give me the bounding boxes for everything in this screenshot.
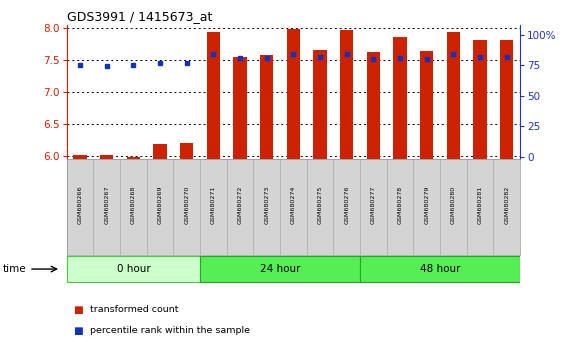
- Text: ■: ■: [73, 305, 83, 315]
- Bar: [420, 51, 433, 159]
- Bar: [474, 40, 487, 159]
- Bar: [153, 144, 167, 159]
- Text: GSM680275: GSM680275: [318, 186, 322, 224]
- Bar: [180, 143, 193, 159]
- Bar: [260, 55, 274, 159]
- Text: GSM680270: GSM680270: [184, 186, 189, 224]
- Bar: [207, 33, 220, 159]
- Text: GSM680282: GSM680282: [504, 186, 509, 224]
- Text: GSM680276: GSM680276: [344, 186, 349, 224]
- Text: GDS3991 / 1415673_at: GDS3991 / 1415673_at: [67, 10, 212, 23]
- Bar: [280, 159, 307, 255]
- Text: time: time: [3, 264, 27, 274]
- Bar: [393, 37, 407, 159]
- Text: transformed count: transformed count: [90, 305, 178, 314]
- Text: GSM680273: GSM680273: [264, 186, 269, 224]
- Text: 0 hour: 0 hour: [117, 264, 150, 274]
- Text: percentile rank within the sample: percentile rank within the sample: [90, 326, 250, 336]
- Text: GSM680266: GSM680266: [78, 186, 83, 224]
- Bar: [493, 159, 520, 255]
- Text: GSM680280: GSM680280: [451, 186, 456, 224]
- Bar: [227, 159, 253, 255]
- Bar: [200, 256, 360, 282]
- Text: 24 hour: 24 hour: [260, 264, 300, 274]
- Bar: [360, 159, 387, 255]
- Bar: [467, 159, 493, 255]
- Text: GSM680267: GSM680267: [105, 186, 109, 224]
- Bar: [67, 256, 200, 282]
- Text: GSM680278: GSM680278: [397, 186, 403, 224]
- Bar: [340, 30, 353, 159]
- Bar: [287, 29, 300, 159]
- Text: GSM680277: GSM680277: [371, 186, 376, 224]
- Text: GSM680271: GSM680271: [211, 186, 216, 224]
- Bar: [313, 50, 327, 159]
- Bar: [234, 57, 247, 159]
- Bar: [94, 159, 120, 255]
- Bar: [387, 159, 413, 255]
- Bar: [447, 33, 460, 159]
- Text: GSM680268: GSM680268: [131, 186, 136, 224]
- Bar: [127, 157, 140, 159]
- Bar: [67, 159, 94, 255]
- Text: GSM680272: GSM680272: [238, 186, 243, 224]
- Bar: [413, 159, 440, 255]
- Bar: [333, 159, 360, 255]
- Bar: [440, 159, 467, 255]
- Bar: [100, 155, 113, 159]
- Bar: [360, 256, 520, 282]
- Text: 48 hour: 48 hour: [419, 264, 460, 274]
- Bar: [174, 159, 200, 255]
- Text: ■: ■: [73, 326, 83, 336]
- Text: GSM680269: GSM680269: [157, 186, 163, 224]
- Bar: [367, 52, 380, 159]
- Bar: [253, 159, 280, 255]
- Text: GSM680274: GSM680274: [291, 186, 296, 224]
- Bar: [500, 40, 514, 159]
- Text: GSM680279: GSM680279: [424, 186, 429, 224]
- Bar: [120, 159, 147, 255]
- Bar: [73, 155, 87, 159]
- Bar: [147, 159, 174, 255]
- Bar: [307, 159, 333, 255]
- Bar: [200, 159, 227, 255]
- Text: GSM680281: GSM680281: [478, 186, 482, 224]
